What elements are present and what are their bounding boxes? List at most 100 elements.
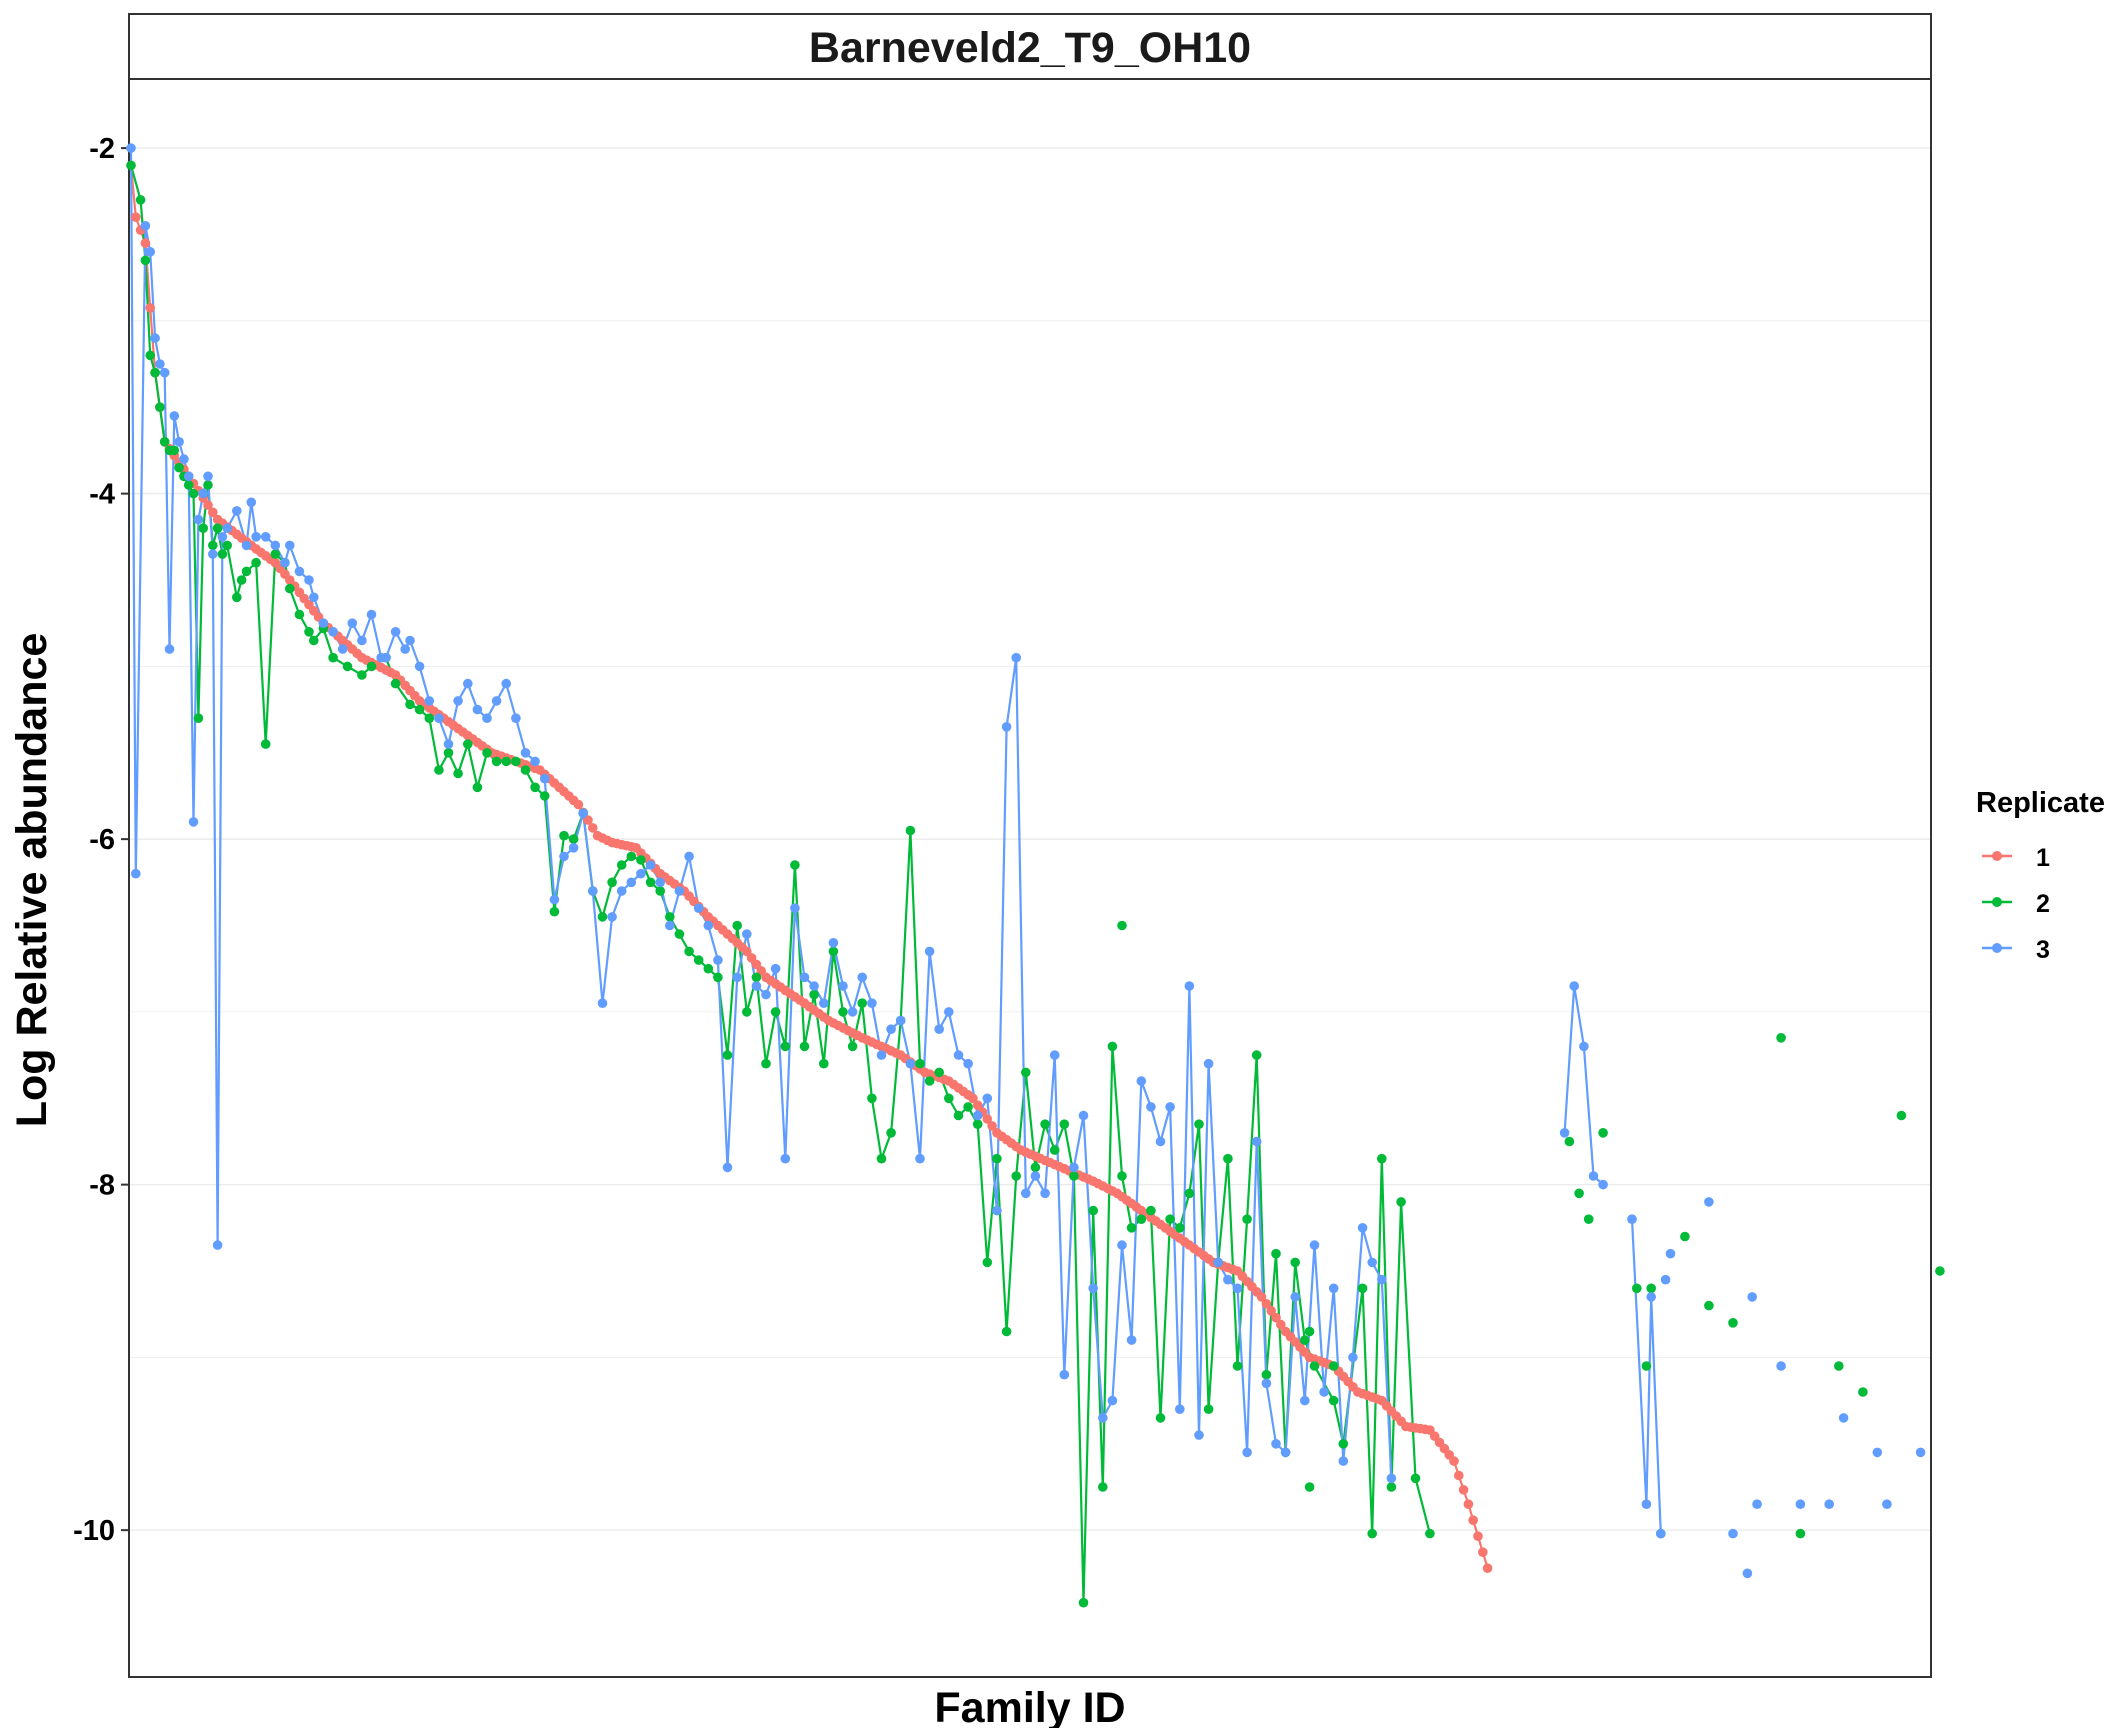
series-3-point — [1742, 1568, 1753, 1579]
series-2-point — [1300, 1335, 1310, 1345]
series-2-point — [1776, 1033, 1786, 1043]
series-2-point — [208, 540, 218, 551]
series-2-point — [828, 946, 839, 957]
series-3-point — [1559, 1128, 1570, 1138]
series-3-point — [867, 998, 877, 1008]
series-3-point — [1059, 1369, 1070, 1380]
series-2-point — [1155, 1413, 1166, 1423]
series-3-point — [1146, 1102, 1156, 1112]
series-3-line — [129, 148, 1393, 1479]
series-3-point — [482, 713, 492, 723]
series-3-point — [241, 540, 252, 551]
series-3-point — [924, 946, 935, 957]
series-1-point — [1454, 1470, 1464, 1481]
series-3-point — [1569, 981, 1579, 991]
y-axis: -2 -4 -6 -8 -10 — [73, 133, 129, 1547]
series-1-point — [1482, 1563, 1493, 1573]
series-2-point — [1078, 1597, 1089, 1608]
series-2-point — [886, 1128, 896, 1138]
series-2-point — [260, 739, 271, 749]
series-2-point — [790, 860, 800, 870]
series-3-point — [1752, 1499, 1762, 1509]
legend: Replicate 1 2 3 — [1976, 787, 2105, 964]
series-3-point — [1882, 1499, 1892, 1509]
legend-entry-3: 3 — [1982, 936, 2050, 964]
series-2-point — [328, 652, 338, 663]
series-3-point — [491, 696, 502, 706]
plot-panel — [128, 78, 1932, 1678]
series-3-point — [1194, 1430, 1204, 1440]
series-2-point — [1059, 1119, 1070, 1129]
series-3-point — [549, 894, 560, 905]
series-3-point — [140, 221, 151, 231]
series-2-point — [1021, 1067, 1031, 1078]
series-1-point — [145, 303, 155, 313]
series-2-point — [1304, 1482, 1315, 1492]
legend-label-2: 2 — [2036, 890, 2050, 918]
series-1-point — [1276, 1319, 1286, 1330]
series-3-point — [381, 652, 391, 663]
series-3-point — [722, 1162, 733, 1173]
series-1-point — [573, 799, 584, 810]
series-3-point — [1319, 1387, 1329, 1397]
series-3-point — [1704, 1197, 1714, 1207]
legend-label-3: 3 — [2036, 936, 2050, 964]
series-2-point — [1583, 1214, 1594, 1224]
series-3-point — [1838, 1413, 1849, 1423]
legend-entry-2: 2 — [1982, 890, 2050, 918]
series-2-point — [1117, 1171, 1127, 1181]
series-3-point — [188, 817, 199, 827]
series-3-point — [246, 497, 257, 508]
y-tick-label: -8 — [89, 1170, 115, 1202]
series-3-point — [193, 514, 204, 525]
series-3-point — [472, 704, 483, 715]
series-2-point — [188, 488, 199, 499]
series-2-point — [616, 860, 627, 870]
series-2-point — [1328, 1395, 1339, 1406]
series-2-point — [251, 557, 261, 568]
series-3-point — [1049, 1050, 1060, 1060]
series-3-point — [217, 532, 228, 542]
y-tick-label: -2 — [89, 133, 115, 165]
series-2-point — [1040, 1119, 1050, 1129]
series-3-point — [1098, 1413, 1108, 1423]
series-3-point — [1021, 1188, 1031, 1199]
series-2-point — [539, 791, 550, 801]
series-3-point — [337, 644, 348, 654]
series-3-point — [1367, 1257, 1377, 1268]
series-2-point — [684, 946, 694, 957]
series-3-point — [164, 644, 175, 654]
series-2-point — [559, 830, 569, 841]
series-3-point — [1656, 1528, 1666, 1539]
series-1-point — [1478, 1547, 1488, 1557]
series-3-point — [1175, 1404, 1185, 1414]
series-1-point — [1261, 1299, 1272, 1309]
series-2-point — [1598, 1128, 1608, 1138]
series-1-point — [987, 1121, 997, 1131]
series-3-point — [1261, 1378, 1272, 1389]
series-3-point — [1165, 1102, 1175, 1112]
series-2-point — [482, 748, 492, 758]
series-3-point — [607, 912, 617, 922]
series-3-line — [1563, 984, 1604, 1186]
series-1-point — [1473, 1531, 1483, 1541]
series-3-point — [857, 972, 867, 983]
series-3-point — [626, 877, 637, 888]
series-3-point — [1872, 1447, 1883, 1458]
series-2-point — [1165, 1214, 1175, 1224]
series-3-point — [232, 506, 242, 516]
series-3-point — [684, 851, 694, 862]
series-1-point — [1256, 1292, 1267, 1302]
grid-layer — [129, 147, 1931, 1531]
series-2-point — [405, 699, 415, 710]
series-2-point — [390, 678, 401, 689]
series-2-point — [357, 670, 367, 680]
series-3-point — [809, 981, 819, 991]
series-2-point — [819, 1058, 829, 1069]
series-2-point — [1146, 1205, 1156, 1216]
series-3-point — [953, 1050, 964, 1060]
series-3-point — [1665, 1248, 1676, 1259]
series-2-point — [1641, 1361, 1652, 1371]
series-3-point — [1795, 1499, 1806, 1509]
